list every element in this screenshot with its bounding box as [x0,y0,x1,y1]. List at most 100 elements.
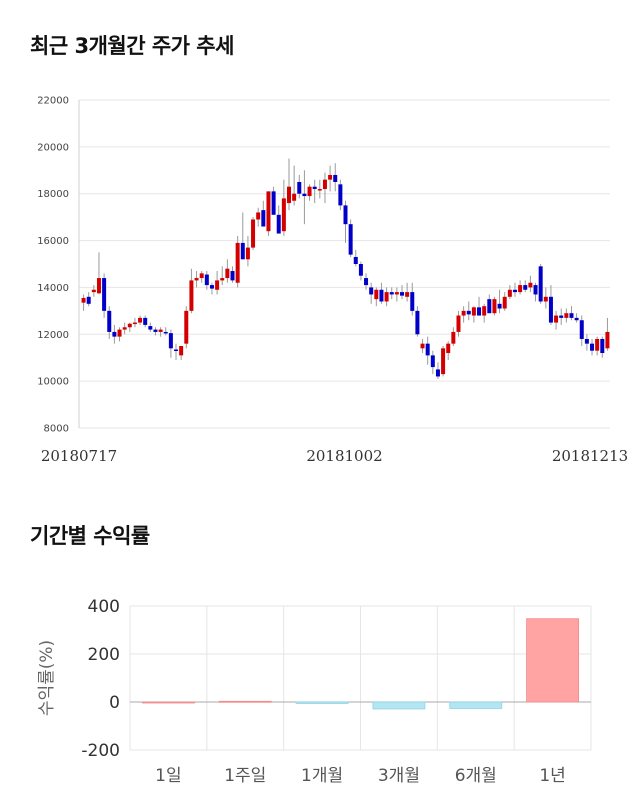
candle-body [482,306,487,316]
candle-body [117,329,122,337]
candle-body [148,326,153,330]
candle-body [528,282,533,288]
candle-body [251,219,256,248]
candle-body [559,315,564,318]
price-x-tick-label: 20180717 [41,447,117,465]
candle-body [595,338,600,351]
returns-y-axis-label: 수익률(%) [37,640,57,716]
candle-body [420,343,425,349]
returns-x-tick-label: 1년 [539,766,565,786]
candle-body [543,296,548,302]
candle-body [235,242,240,283]
returns-y-tick-label: 0 [109,693,120,713]
candle-body [451,331,456,344]
candle-body [564,313,569,318]
price-x-tick-label: 20181002 [306,447,382,465]
candle-body [112,331,117,337]
candle-body [240,242,245,260]
candlestick-chart: 800010000120001400016000180002000022000 … [37,96,628,466]
candle-body [518,285,523,293]
candle-body [507,289,512,297]
candle-body [410,292,415,311]
candle-body [600,338,605,354]
price-y-tick-label: 10000 [37,377,69,388]
candle-body [194,278,199,281]
candle-body [163,331,168,334]
candle-body [153,329,158,332]
candle-body [605,331,610,349]
candle-body [343,205,348,225]
candle-body [297,182,302,194]
price-y-tick-label: 18000 [37,189,69,200]
candle-body [127,323,132,328]
candle-body [204,274,209,286]
candle-body [302,193,307,197]
returns-y-tick-label: 400 [88,597,120,617]
candle-body [548,296,553,323]
candle-body [184,310,189,344]
candle-body [379,289,384,302]
candle-body [394,292,399,295]
candle-body [86,296,91,304]
candle-body [276,214,281,234]
candle-body [122,327,127,330]
candle-body [328,174,333,180]
candle-body [215,280,220,290]
candle-body [353,256,358,264]
candle-body [292,193,297,201]
candle-body [369,287,374,295]
candle-body [554,315,559,323]
candle-body [477,307,482,316]
candle-body [538,266,543,302]
candle-body [590,343,595,351]
candle-body [96,278,101,294]
candle-body [579,320,584,339]
candle-body [266,191,271,232]
candle-body [245,247,250,260]
candle-body [91,289,96,293]
candle-body [358,264,363,276]
price-y-tick-label: 8000 [44,424,69,435]
returns-y-tick-label: -200 [81,741,120,761]
price-y-tick-label: 16000 [37,236,69,247]
candle-body [584,338,589,344]
returns-bar [449,701,503,709]
returns-x-tick-label: 6개월 [455,766,497,786]
price-y-tick-label: 12000 [37,330,69,341]
price-trend-title: 최근 3개월간 주가 추세 [30,34,234,58]
candle-body [487,299,492,314]
candle-body [405,292,410,297]
candle-body [138,317,143,323]
returns-x-tick-label: 1일 [155,766,181,786]
candle-body [502,296,507,309]
candle-body [168,333,173,349]
candle-body [317,189,322,191]
candle-body [430,355,435,368]
returns-x-tick-label: 1주일 [224,766,266,786]
candle-body [461,310,466,316]
returns-x-tick-label: 3개월 [378,766,420,786]
candle-body [374,289,379,300]
price-y-tick-label: 22000 [37,96,69,107]
candle-body [209,285,214,289]
candle-body [497,303,502,309]
candle-body [466,310,471,315]
candle-body [179,346,184,356]
candle-body [287,186,292,204]
candle-body [574,317,579,321]
candle-body [102,278,107,311]
candle-body [261,210,266,227]
candle-body [220,278,225,281]
candle-body [389,292,394,295]
candle-body [348,224,353,255]
candle-body [523,285,528,290]
candle-body [533,285,538,295]
period-returns-title: 기간별 수익률 [30,524,150,548]
candle-body [338,184,343,206]
candle-body [435,369,440,377]
candle-body [446,343,451,354]
candle-body [322,179,327,190]
candle-body [384,292,389,302]
candle-body [333,174,338,182]
